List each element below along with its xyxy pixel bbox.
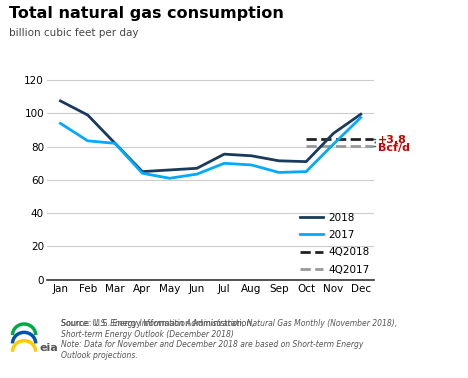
Text: billion cubic feet per day: billion cubic feet per day — [9, 28, 139, 38]
Text: eia: eia — [40, 343, 58, 353]
Text: Source: U.S. Energy Information Administration, Natural Gas Monthly (November 20: Source: U.S. Energy Information Administ… — [61, 319, 397, 359]
Text: Bcf/d: Bcf/d — [378, 143, 410, 153]
Legend: 2018, 2017, 4Q2018, 4Q2017: 2018, 2017, 4Q2018, 4Q2017 — [300, 213, 369, 274]
Text: Source: U.S. Energy Information Administration,: Source: U.S. Energy Information Administ… — [61, 319, 256, 328]
Text: Total natural gas consumption: Total natural gas consumption — [9, 6, 284, 21]
Text: +3.8: +3.8 — [378, 135, 407, 145]
